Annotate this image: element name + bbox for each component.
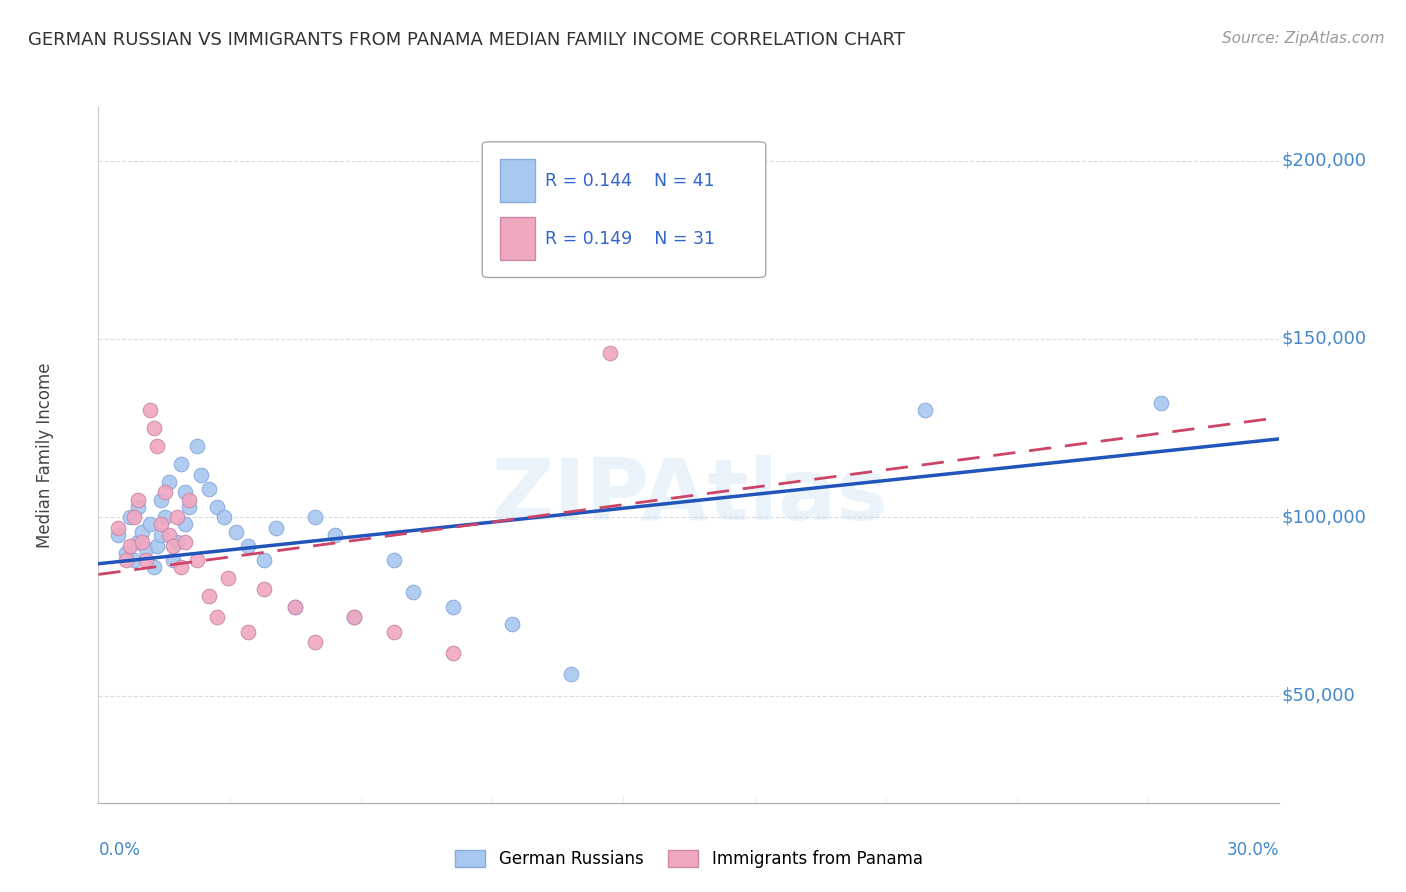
Point	[284, 599, 307, 614]
Point	[441, 646, 464, 660]
Point	[253, 582, 276, 596]
Point	[142, 560, 165, 574]
Point	[382, 624, 405, 639]
Point	[107, 528, 129, 542]
Text: Source: ZipAtlas.com: Source: ZipAtlas.com	[1222, 31, 1385, 46]
Point	[170, 560, 193, 574]
Point	[155, 485, 177, 500]
Text: $100,000: $100,000	[1282, 508, 1367, 526]
Text: Median Family Income: Median Family Income	[37, 362, 55, 548]
Point	[155, 510, 177, 524]
Point	[304, 510, 326, 524]
Point	[127, 492, 149, 507]
Point	[205, 610, 228, 624]
Point	[131, 524, 153, 539]
Point	[115, 553, 138, 567]
Text: R = 0.144    N = 41: R = 0.144 N = 41	[546, 172, 714, 190]
Point	[127, 500, 149, 514]
Text: $150,000: $150,000	[1282, 330, 1367, 348]
Point	[131, 535, 153, 549]
Point	[501, 617, 523, 632]
Point	[138, 517, 160, 532]
Point	[107, 521, 129, 535]
Point	[166, 510, 188, 524]
Point	[343, 610, 366, 624]
Point	[157, 475, 180, 489]
Point	[174, 485, 197, 500]
Point	[284, 599, 307, 614]
Point	[264, 521, 287, 535]
Point	[599, 346, 621, 360]
Point	[205, 500, 228, 514]
Text: 0.0%: 0.0%	[98, 841, 141, 859]
Point	[197, 482, 219, 496]
Point	[146, 439, 169, 453]
Point	[1150, 396, 1173, 410]
Point	[118, 539, 141, 553]
Point	[157, 528, 180, 542]
Point	[402, 585, 425, 599]
Point	[177, 500, 200, 514]
Point	[122, 510, 145, 524]
Point	[343, 610, 366, 624]
Point	[118, 510, 141, 524]
Point	[146, 539, 169, 553]
Text: 30.0%: 30.0%	[1227, 841, 1279, 859]
FancyBboxPatch shape	[501, 159, 536, 202]
Point	[174, 517, 197, 532]
FancyBboxPatch shape	[501, 217, 536, 260]
Point	[150, 528, 173, 542]
Point	[162, 539, 184, 553]
Point	[135, 542, 157, 557]
Point	[138, 403, 160, 417]
Point	[150, 517, 173, 532]
Point	[190, 467, 212, 482]
Point	[253, 553, 276, 567]
Point	[217, 571, 239, 585]
Point	[150, 492, 173, 507]
Text: $50,000: $50,000	[1282, 687, 1355, 705]
Point	[122, 553, 145, 567]
Point	[162, 553, 184, 567]
Point	[186, 553, 208, 567]
Point	[166, 535, 188, 549]
Point	[236, 624, 259, 639]
Text: $200,000: $200,000	[1282, 152, 1367, 169]
Point	[127, 535, 149, 549]
Point	[225, 524, 247, 539]
Text: GERMAN RUSSIAN VS IMMIGRANTS FROM PANAMA MEDIAN FAMILY INCOME CORRELATION CHART: GERMAN RUSSIAN VS IMMIGRANTS FROM PANAMA…	[28, 31, 905, 49]
Point	[174, 535, 197, 549]
Legend: German Russians, Immigrants from Panama: German Russians, Immigrants from Panama	[449, 843, 929, 874]
Text: ZIPAtlas: ZIPAtlas	[491, 455, 887, 538]
Point	[142, 421, 165, 435]
Point	[186, 439, 208, 453]
Point	[115, 546, 138, 560]
Point	[914, 403, 936, 417]
Point	[177, 492, 200, 507]
Point	[170, 457, 193, 471]
Point	[304, 635, 326, 649]
Point	[560, 667, 582, 681]
Point	[197, 589, 219, 603]
Point	[135, 553, 157, 567]
FancyBboxPatch shape	[482, 142, 766, 277]
Point	[441, 599, 464, 614]
Point	[214, 510, 236, 524]
Point	[323, 528, 346, 542]
Point	[236, 539, 259, 553]
Text: R = 0.149    N = 31: R = 0.149 N = 31	[546, 229, 714, 248]
Point	[382, 553, 405, 567]
